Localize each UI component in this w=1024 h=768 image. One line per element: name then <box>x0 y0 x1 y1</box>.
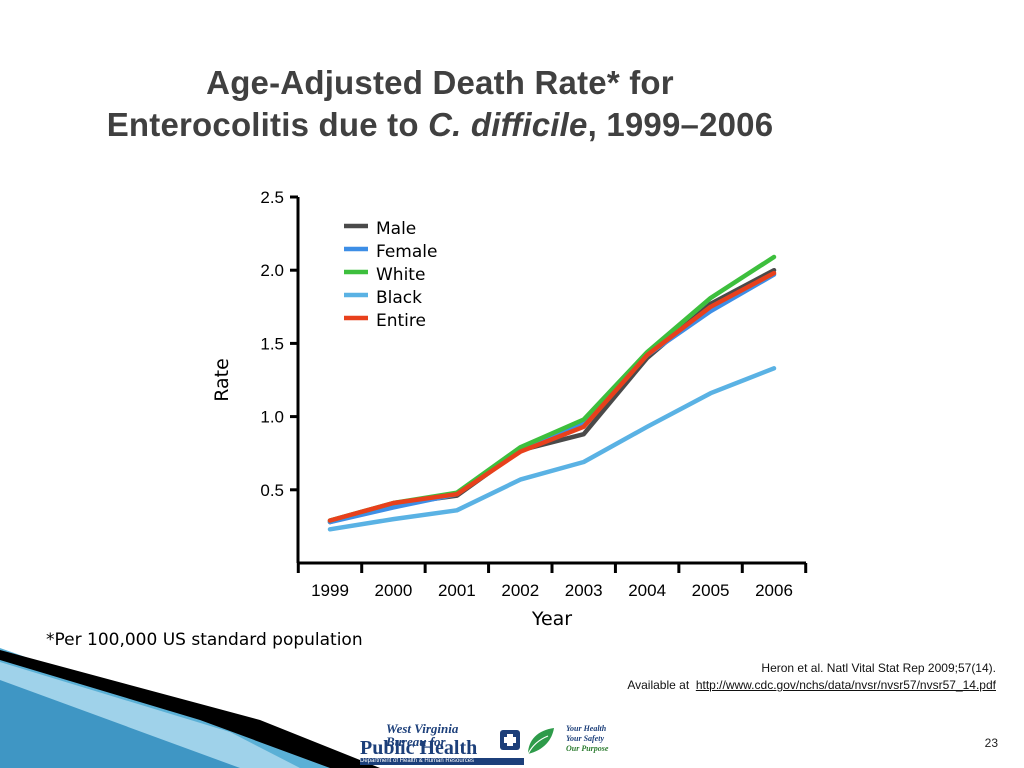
legend-label-black: Black <box>376 288 422 308</box>
x-tick-label: 2001 <box>438 581 476 600</box>
swoosh-black-stroke <box>0 650 380 768</box>
title-line-1: Age-Adjusted Death Rate* for <box>206 64 674 101</box>
decorative-swoosh <box>0 648 380 768</box>
title-line-2-prefix: Enterocolitis due to <box>106 106 429 143</box>
citation-available-label: Available at <box>627 678 690 692</box>
logo-line-1: West Virginia Bureau for <box>386 721 459 749</box>
series-line-black <box>327 366 777 532</box>
swoosh-light-band <box>0 662 300 768</box>
title-line-2-suffix: , 1999–2006 <box>587 106 774 143</box>
y-tick-label: 1.5 <box>260 334 284 353</box>
logo-department: Department of Health & Human Resources <box>360 758 524 765</box>
page-number: 23 <box>984 736 998 750</box>
legend-label-female: Female <box>376 242 437 262</box>
y-tick-label: 2.5 <box>260 188 284 207</box>
x-tick-label: 2003 <box>565 581 603 600</box>
x-tick-label: 2005 <box>692 581 730 600</box>
y-axis-title: Rate <box>211 358 233 402</box>
wv-public-health-logo: West Virginia Bureau for Public Health De… <box>358 720 634 766</box>
logo-slogan: Your Health Your Safety Our Purpose <box>566 724 609 753</box>
series-line-entire <box>327 270 777 523</box>
x-axis-title: Year <box>531 608 572 630</box>
x-tick-label: 2000 <box>375 581 413 600</box>
title-organism-italic: C. difficile <box>428 106 588 143</box>
x-tick-label: 1999 <box>311 581 349 600</box>
citation-availability: Available at http://www.cdc.gov/nchs/dat… <box>627 677 996 694</box>
logo-emblem-icon <box>500 728 554 755</box>
y-tick-label: 0.5 <box>260 481 284 500</box>
logo-line-3: Public Health <box>360 737 478 759</box>
citation-link[interactable]: http://www.cdc.gov/nchs/data/nvsr/nvsr57… <box>695 678 996 692</box>
x-tick-label: 2004 <box>628 581 666 600</box>
slide-title: Age-Adjusted Death Rate* for Enterocolit… <box>0 62 880 146</box>
citation-reference: Heron et al. Natl Vital Stat Rep 2009;57… <box>761 661 996 675</box>
legend-label-entire: Entire <box>376 311 426 331</box>
x-tick-label: 2006 <box>755 581 793 600</box>
y-tick-label: 2.0 <box>260 261 284 280</box>
footnote: *Per 100,000 US standard population <box>46 630 363 650</box>
legend-label-white: White <box>376 265 425 285</box>
y-tick-label: 1.0 <box>260 408 284 427</box>
title-line-2: Enterocolitis due to C. difficile, 1999–… <box>0 104 880 146</box>
citation: Heron et al. Natl Vital Stat Rep 2009;57… <box>627 660 996 694</box>
x-tick-label: 2002 <box>501 581 539 600</box>
legend-label-male: Male <box>376 219 416 239</box>
